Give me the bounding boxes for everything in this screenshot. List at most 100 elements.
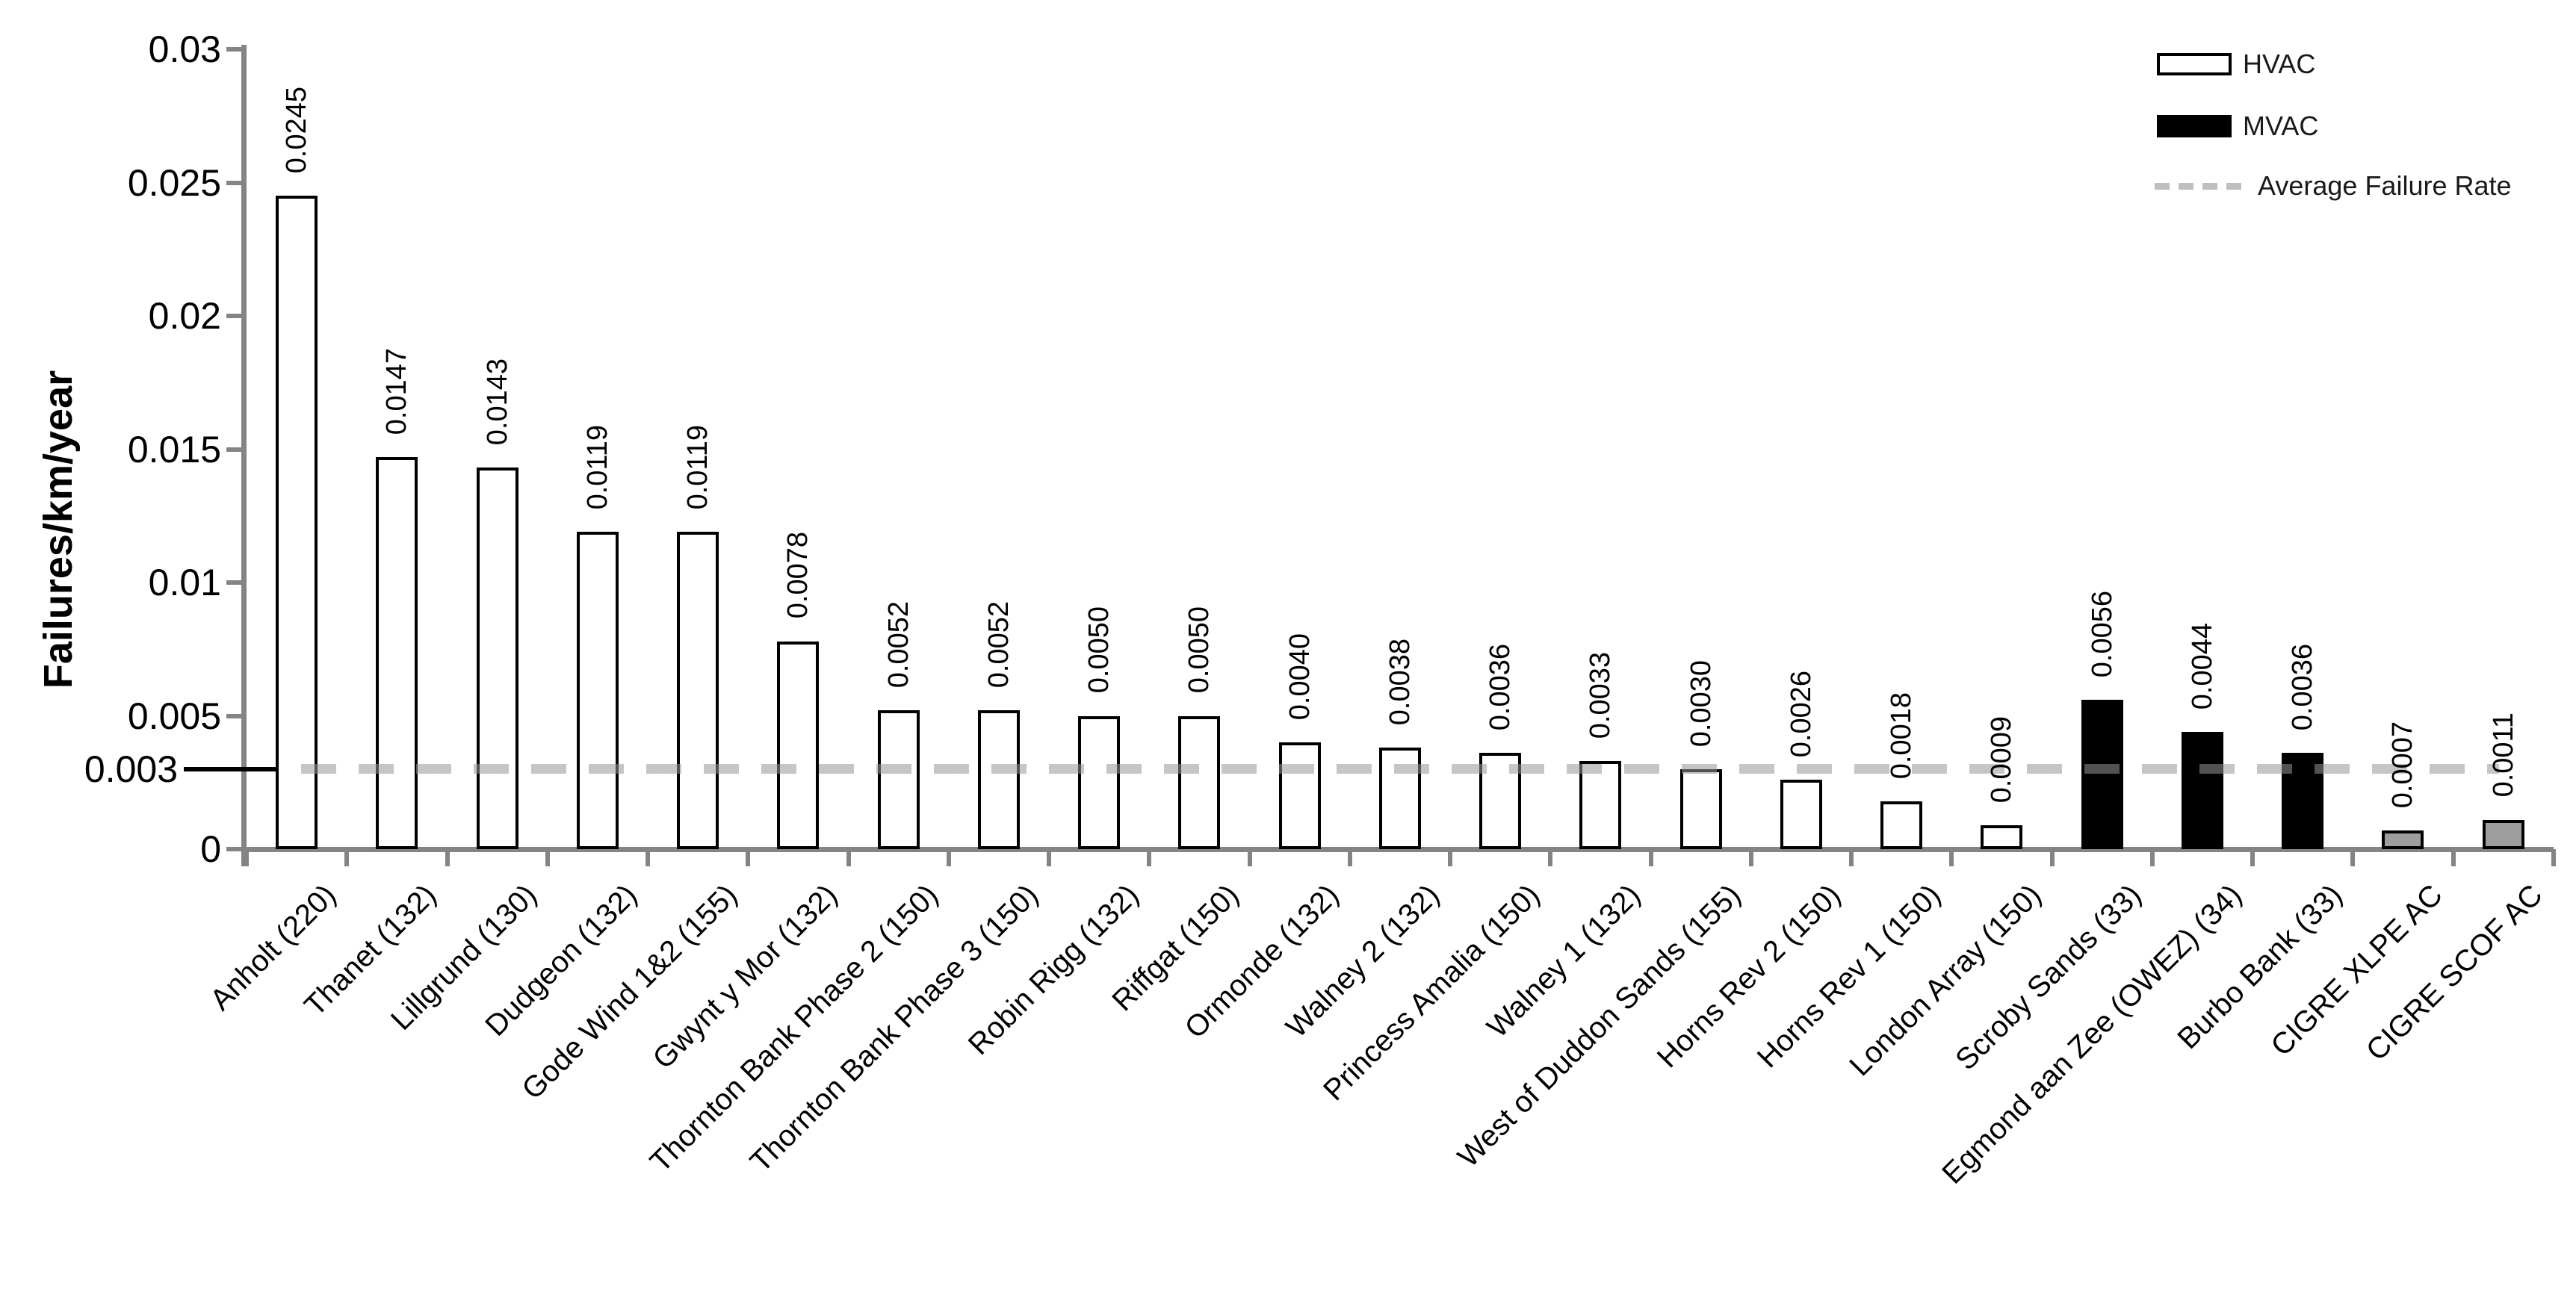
y-tick-label: 0.03 — [148, 28, 221, 70]
y-tick-label: 0.005 — [127, 695, 221, 737]
bar-hvac — [977, 710, 1020, 849]
bar-value-label: 0.0147 — [381, 347, 413, 435]
bar-mvac — [2081, 700, 2123, 849]
x-tick-mark — [1448, 849, 1452, 866]
x-tick-mark — [1047, 849, 1051, 866]
bar-mvac — [2181, 731, 2223, 849]
bar-hvac — [1078, 715, 1121, 849]
x-tick-mark — [2450, 849, 2456, 866]
mvac-swatch-icon — [2157, 115, 2232, 137]
y-tick-mark — [226, 580, 241, 585]
bar-value-label: 0.0033 — [1585, 651, 1617, 739]
bar-value-label: 0.0050 — [1183, 606, 1216, 694]
bar-ref — [2382, 830, 2424, 849]
y-tick-label: 0.025 — [127, 161, 221, 204]
y-tick-mark — [226, 713, 241, 718]
x-category-label: CIGRE SCOF AC — [2360, 878, 2549, 1067]
x-axis-line — [247, 847, 2554, 852]
x-tick-mark — [2551, 849, 2556, 866]
x-tick-mark — [445, 849, 450, 866]
x-category-label: CIGRE XLPE AC — [2264, 878, 2449, 1063]
bar-hvac — [1981, 824, 2023, 849]
bar-hvac — [1679, 768, 1722, 849]
bar-hvac — [1378, 748, 1421, 849]
bar-hvac — [1880, 801, 1923, 849]
bar-value-label: 0.0018 — [1886, 692, 1918, 779]
bar-value-label: 0.0119 — [682, 424, 714, 510]
bar-value-label: 0.0245 — [281, 87, 313, 174]
bar-value-label: 0.0009 — [1986, 715, 2018, 803]
x-tick-mark — [946, 849, 951, 866]
bar-value-label: 0.0056 — [2086, 590, 2118, 678]
dashed-line-swatch-icon — [2155, 183, 2250, 190]
x-tick-mark — [344, 849, 350, 866]
bar-value-label: 0.0007 — [2387, 721, 2419, 809]
x-tick-mark — [2350, 849, 2356, 866]
bar-value-label: 0.0040 — [1284, 633, 1316, 721]
bar-value-label: 0.0026 — [1785, 670, 1817, 758]
y-tick-mark — [226, 847, 241, 851]
x-tick-mark — [1247, 849, 1252, 866]
x-tick-mark — [244, 849, 249, 866]
bar-ref — [2482, 819, 2524, 849]
bar-hvac — [576, 532, 619, 849]
bar-hvac — [1579, 761, 1622, 849]
y-axis-title: Failures/km/year — [36, 370, 81, 689]
bar-value-label: 0.0044 — [2186, 622, 2218, 709]
bar-value-label: 0.0036 — [1484, 644, 1517, 731]
y-tick-label: 0.01 — [148, 562, 221, 603]
bar-value-label: 0.0143 — [481, 358, 513, 446]
y-tick-mark — [226, 314, 241, 318]
bar-value-label: 0.0052 — [982, 601, 1015, 689]
x-tick-mark — [2149, 849, 2155, 866]
legend-label-average-failure-rate: Average Failure Rate — [2258, 170, 2512, 201]
x-tick-mark — [545, 849, 550, 866]
x-tick-mark — [2250, 849, 2255, 866]
y-tick-label: 0.015 — [127, 428, 221, 471]
x-tick-mark — [1949, 849, 1954, 866]
x-tick-mark — [1147, 849, 1152, 866]
x-tick-mark — [1748, 849, 1753, 866]
bar-hvac — [1780, 780, 1822, 849]
y-axis-line — [241, 45, 247, 866]
average-failure-rate-line — [301, 763, 2499, 774]
x-tick-mark — [1849, 849, 1854, 866]
x-category-label: Robin Rigg (132) — [962, 878, 1145, 1062]
y-tick-mark — [226, 180, 241, 185]
x-tick-mark — [1548, 849, 1553, 866]
bar-hvac — [476, 468, 518, 849]
bar-value-label: 0.0030 — [1685, 659, 1717, 747]
bar-value-label: 0.0036 — [2287, 644, 2319, 731]
bar-value-label: 0.0038 — [1384, 639, 1416, 726]
bar-hvac — [276, 196, 318, 849]
legend-label-mvac: MVAC — [2243, 111, 2319, 141]
x-tick-mark — [1347, 849, 1352, 866]
bar-value-label: 0.0011 — [2487, 712, 2519, 798]
x-category-label: Horns Rev 1 (150) — [1751, 878, 1948, 1075]
bar-hvac — [1178, 715, 1221, 849]
bar-hvac — [777, 641, 820, 849]
bar-value-label: 0.0052 — [882, 601, 914, 689]
bar-value-label: 0.0119 — [581, 424, 613, 510]
bar-value-label: 0.0078 — [782, 532, 814, 619]
x-tick-mark — [1648, 849, 1653, 866]
bar-hvac — [677, 532, 719, 849]
hvac-swatch-icon — [2157, 53, 2232, 75]
bar-value-label: 0.0050 — [1083, 606, 1115, 694]
bar-hvac — [376, 457, 418, 849]
x-tick-mark — [846, 849, 851, 866]
legend-label-hvac: HVAC — [2243, 49, 2316, 79]
x-tick-mark — [2049, 849, 2055, 866]
y-tick-label: 0.02 — [148, 295, 221, 337]
y-tick-mark — [226, 47, 241, 52]
average-rate-leader-line — [184, 766, 301, 771]
bar-hvac — [877, 710, 920, 849]
y-tick-mark — [226, 447, 241, 452]
x-tick-mark — [645, 849, 650, 866]
x-tick-mark — [746, 849, 751, 866]
y-tick-label: 0 — [200, 828, 221, 870]
y-tick-label-average: 0.003 — [84, 748, 178, 790]
x-category-label: Gwynt y Mor (132) — [646, 878, 844, 1075]
x-category-label: Horns Rev 2 (150) — [1650, 878, 1848, 1075]
